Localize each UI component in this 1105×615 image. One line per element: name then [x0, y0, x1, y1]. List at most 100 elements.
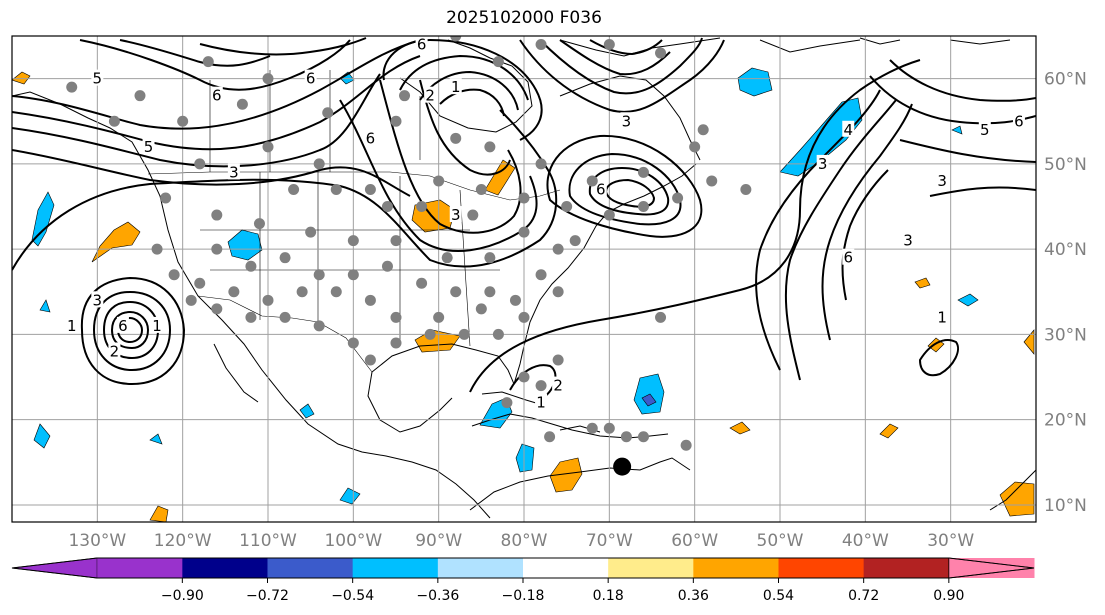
- shade-positive: [12, 71, 31, 85]
- colorbar-tick-label: 0.54: [763, 588, 794, 604]
- shaded-anomaly-fields: [12, 67, 1035, 522]
- contour-label-bg: [151, 316, 164, 333]
- contour-label-bg: [210, 86, 223, 103]
- contour-label: 2: [425, 87, 435, 105]
- contour-label-bg: [449, 78, 462, 95]
- lon-tick-label: 30°W: [927, 531, 974, 551]
- station-dot: [535, 158, 547, 170]
- colorbar-tick-label: −0.54: [331, 588, 374, 604]
- contour-line: [469, 59, 921, 393]
- contour-label-bg: [842, 248, 855, 265]
- station-dot: [262, 73, 274, 85]
- cyclone-marker: [613, 457, 632, 476]
- contour-line: [382, 38, 543, 141]
- station-dot: [586, 422, 598, 434]
- station-dot: [706, 175, 718, 187]
- contour-label-bg: [816, 154, 829, 171]
- station-dot: [518, 371, 530, 383]
- station-dot: [390, 235, 402, 247]
- coastline-florida-east: [513, 163, 697, 385]
- colorbar-tick-label: 0.72: [848, 588, 879, 604]
- contour-label: 5: [980, 121, 990, 139]
- station-dot: [202, 56, 214, 68]
- station-dot: [305, 226, 317, 238]
- station-dot: [433, 175, 445, 187]
- station-dot: [450, 286, 462, 298]
- contour-label: 2: [110, 342, 120, 360]
- contour-label: 6: [596, 180, 606, 198]
- contour-label-bg: [227, 163, 240, 180]
- station-dot: [160, 192, 172, 204]
- lon-tick-label: 90°W: [415, 531, 462, 551]
- shade-negative: [149, 433, 163, 445]
- coastline-greenland: [859, 37, 1011, 45]
- border-us-mexico: [197, 295, 373, 373]
- contour-label: 3: [451, 206, 461, 224]
- station-dot: [253, 218, 265, 230]
- coastlines: [12, 37, 1036, 519]
- shade-positive: [484, 159, 516, 196]
- station-dot: [390, 311, 402, 323]
- contour-label: 6: [1014, 112, 1024, 130]
- shade-negative: [339, 487, 361, 505]
- station-dot: [484, 286, 496, 298]
- colorbar-segment: [437, 558, 524, 578]
- shade-negative: [227, 229, 263, 261]
- contour-line: [899, 139, 1036, 163]
- colorbar-segment: [608, 558, 694, 578]
- station-dot: [262, 294, 274, 306]
- station-dot: [569, 235, 581, 247]
- contour-label-bg: [91, 291, 104, 308]
- station-dot: [637, 166, 649, 178]
- station-dot: [279, 311, 291, 323]
- colorbar-tick-label: −0.36: [416, 588, 459, 604]
- contour-label: 1: [67, 317, 77, 335]
- colorbar-segment: [182, 558, 268, 578]
- station-dot: [655, 311, 667, 323]
- contour-line: [12, 109, 558, 271]
- contour-line: [559, 39, 671, 76]
- station-dot: [518, 226, 530, 238]
- lon-tick-label: 80°W: [501, 531, 548, 551]
- contour-label: 5: [93, 70, 103, 88]
- station-dot: [66, 81, 78, 93]
- station-dot: [458, 328, 470, 340]
- station-dot: [518, 192, 530, 204]
- station-dot: [364, 294, 376, 306]
- station-dot: [168, 269, 180, 281]
- station-dot: [680, 439, 692, 451]
- station-dot: [381, 260, 393, 272]
- contour-line: [604, 178, 656, 208]
- station-dot: [245, 311, 257, 323]
- station-dot: [364, 183, 376, 195]
- lat-tick-label: 40°N: [1044, 240, 1087, 260]
- colorbar-tick-label: 0.18: [593, 588, 624, 604]
- colorbar-tick-label: −0.18: [502, 588, 545, 604]
- shade-negative: [33, 423, 51, 449]
- lon-tick-label: 50°W: [757, 531, 804, 551]
- station-dot: [535, 269, 547, 281]
- contour-line: [918, 339, 959, 377]
- station-dot: [509, 294, 521, 306]
- station-dot: [620, 431, 632, 443]
- contour-label: 2: [553, 377, 563, 395]
- shade-positive: [999, 481, 1035, 517]
- contour-line: [119, 39, 271, 67]
- station-dot: [347, 337, 359, 349]
- shade-negative: [951, 125, 963, 135]
- station-dot: [211, 243, 223, 255]
- station-dot: [364, 354, 376, 366]
- station-dot: [424, 328, 436, 340]
- contour-label-bg: [902, 231, 914, 248]
- station-dot: [484, 252, 496, 264]
- shade-negative: [957, 293, 979, 307]
- colorbar-tick-label: −0.72: [246, 588, 289, 604]
- colorbar-tick-label: −0.90: [161, 588, 204, 604]
- station-dot: [672, 192, 684, 204]
- station-dot: [416, 277, 428, 289]
- station-dot: [177, 115, 189, 127]
- station-dot: [288, 183, 300, 195]
- station-dot: [313, 158, 325, 170]
- contour-line: [588, 166, 670, 216]
- colorbar-segment: [778, 558, 865, 578]
